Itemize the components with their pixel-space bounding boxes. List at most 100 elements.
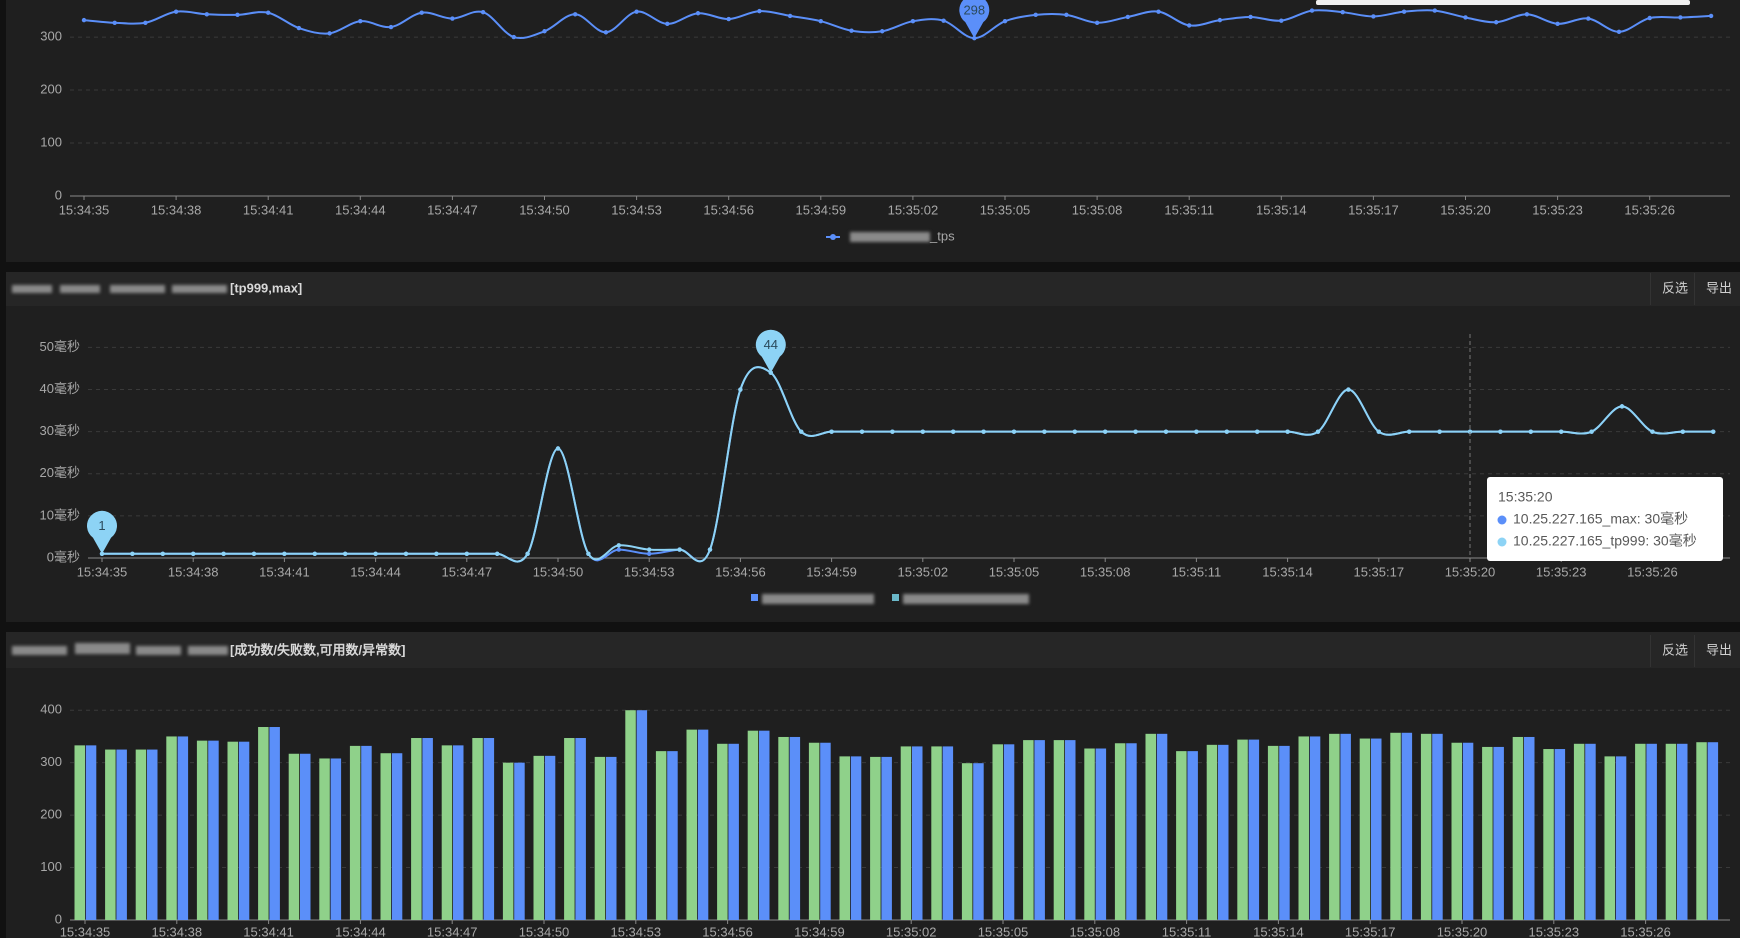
bar <box>1420 733 1432 920</box>
point <box>1285 429 1290 434</box>
point <box>1494 20 1499 25</box>
bar <box>870 756 881 920</box>
point <box>1407 429 1412 434</box>
x-tick-label: 15:34:41 <box>243 924 294 938</box>
point <box>1033 12 1038 18</box>
bar <box>1524 736 1535 920</box>
bar <box>196 740 208 920</box>
bar <box>1677 743 1688 920</box>
bar <box>544 755 556 920</box>
point <box>573 12 578 17</box>
bar <box>411 738 422 920</box>
point <box>312 551 317 556</box>
x-tick-label: 15:34:53 <box>610 924 661 938</box>
bar <box>1512 736 1524 920</box>
bar <box>1401 732 1413 920</box>
bar <box>422 738 433 920</box>
bar <box>820 742 831 920</box>
bar <box>1646 743 1657 920</box>
bar <box>1114 743 1126 920</box>
point <box>1589 429 1594 434</box>
toolbar-button[interactable]: 反选 <box>1662 280 1688 295</box>
bar <box>961 763 973 920</box>
y-tick-label: 300 <box>40 29 62 44</box>
bar <box>533 755 544 920</box>
bar <box>594 756 606 920</box>
x-tick-label: 15:34:50 <box>533 564 584 579</box>
x-tick-label: 15:35:23 <box>1536 564 1587 579</box>
y-tick-label: 20毫秒 <box>40 465 80 480</box>
bar <box>1554 749 1566 920</box>
toolbar-button[interactable]: 导出 <box>1706 642 1732 657</box>
bar <box>74 745 85 920</box>
bar <box>1034 740 1045 920</box>
bar <box>177 736 189 920</box>
y-tick-label: 100 <box>40 859 62 874</box>
bar <box>1237 739 1248 920</box>
panel-header <box>6 632 1740 668</box>
x-tick-label: 15:34:41 <box>243 202 294 217</box>
bar <box>697 729 709 920</box>
point <box>920 429 925 434</box>
bar <box>1309 736 1321 920</box>
point <box>373 551 378 556</box>
point <box>1187 23 1192 28</box>
point <box>1559 429 1564 434</box>
point <box>1064 12 1069 18</box>
pin-label: 44 <box>764 337 778 352</box>
point <box>1217 17 1223 23</box>
bar <box>391 753 403 920</box>
bar <box>1095 748 1107 920</box>
point <box>616 543 621 548</box>
x-tick-label: 15:34:41 <box>259 564 310 579</box>
bar <box>1248 739 1260 920</box>
point <box>1011 429 1017 434</box>
x-tick-label: 15:35:11 <box>1172 564 1222 579</box>
bar <box>166 736 177 920</box>
y-tick-label: 400 <box>40 702 62 717</box>
point <box>981 429 986 434</box>
bar <box>1187 751 1198 920</box>
point <box>403 551 409 556</box>
y-tick-label: 100 <box>40 134 62 149</box>
point <box>890 429 895 434</box>
bar <box>912 746 923 920</box>
blurred-title <box>12 285 228 655</box>
toolbar-button[interactable]: 反选 <box>1662 642 1688 657</box>
x-tick-label: 15:35:20 <box>1437 924 1488 938</box>
bar <box>208 740 219 920</box>
tooltip-dot <box>1497 515 1507 525</box>
bar <box>1206 744 1218 920</box>
point <box>1371 14 1376 19</box>
y-tick-label: 40毫秒 <box>40 381 80 396</box>
bar <box>441 745 453 920</box>
point <box>388 24 394 30</box>
bar <box>1573 743 1585 920</box>
point <box>1498 429 1503 434</box>
toolbar-button[interactable]: 导出 <box>1706 280 1732 295</box>
panel-title: [成功数/失败数,可用数/异常数] <box>230 642 406 657</box>
bar <box>1604 756 1615 920</box>
bar <box>269 727 280 920</box>
bar <box>1635 743 1646 920</box>
bar <box>300 753 311 920</box>
point <box>251 551 257 556</box>
x-tick-label: 15:35:14 <box>1256 202 1307 217</box>
point <box>480 9 486 15</box>
point <box>1555 21 1560 27</box>
point <box>112 20 117 25</box>
bar <box>514 762 525 920</box>
bar <box>1543 749 1554 920</box>
x-tick-label: 15:35:26 <box>1620 924 1671 938</box>
x-tick-label: 15:35:23 <box>1532 202 1583 217</box>
point <box>1376 429 1382 434</box>
bar <box>135 749 147 920</box>
bar <box>483 738 495 920</box>
x-tick-label: 15:34:38 <box>168 564 219 579</box>
bar <box>472 738 483 920</box>
point <box>1463 15 1468 20</box>
point <box>726 16 731 22</box>
y-tick-label: 0 <box>55 187 62 202</box>
pin-label: 298 <box>963 3 985 18</box>
